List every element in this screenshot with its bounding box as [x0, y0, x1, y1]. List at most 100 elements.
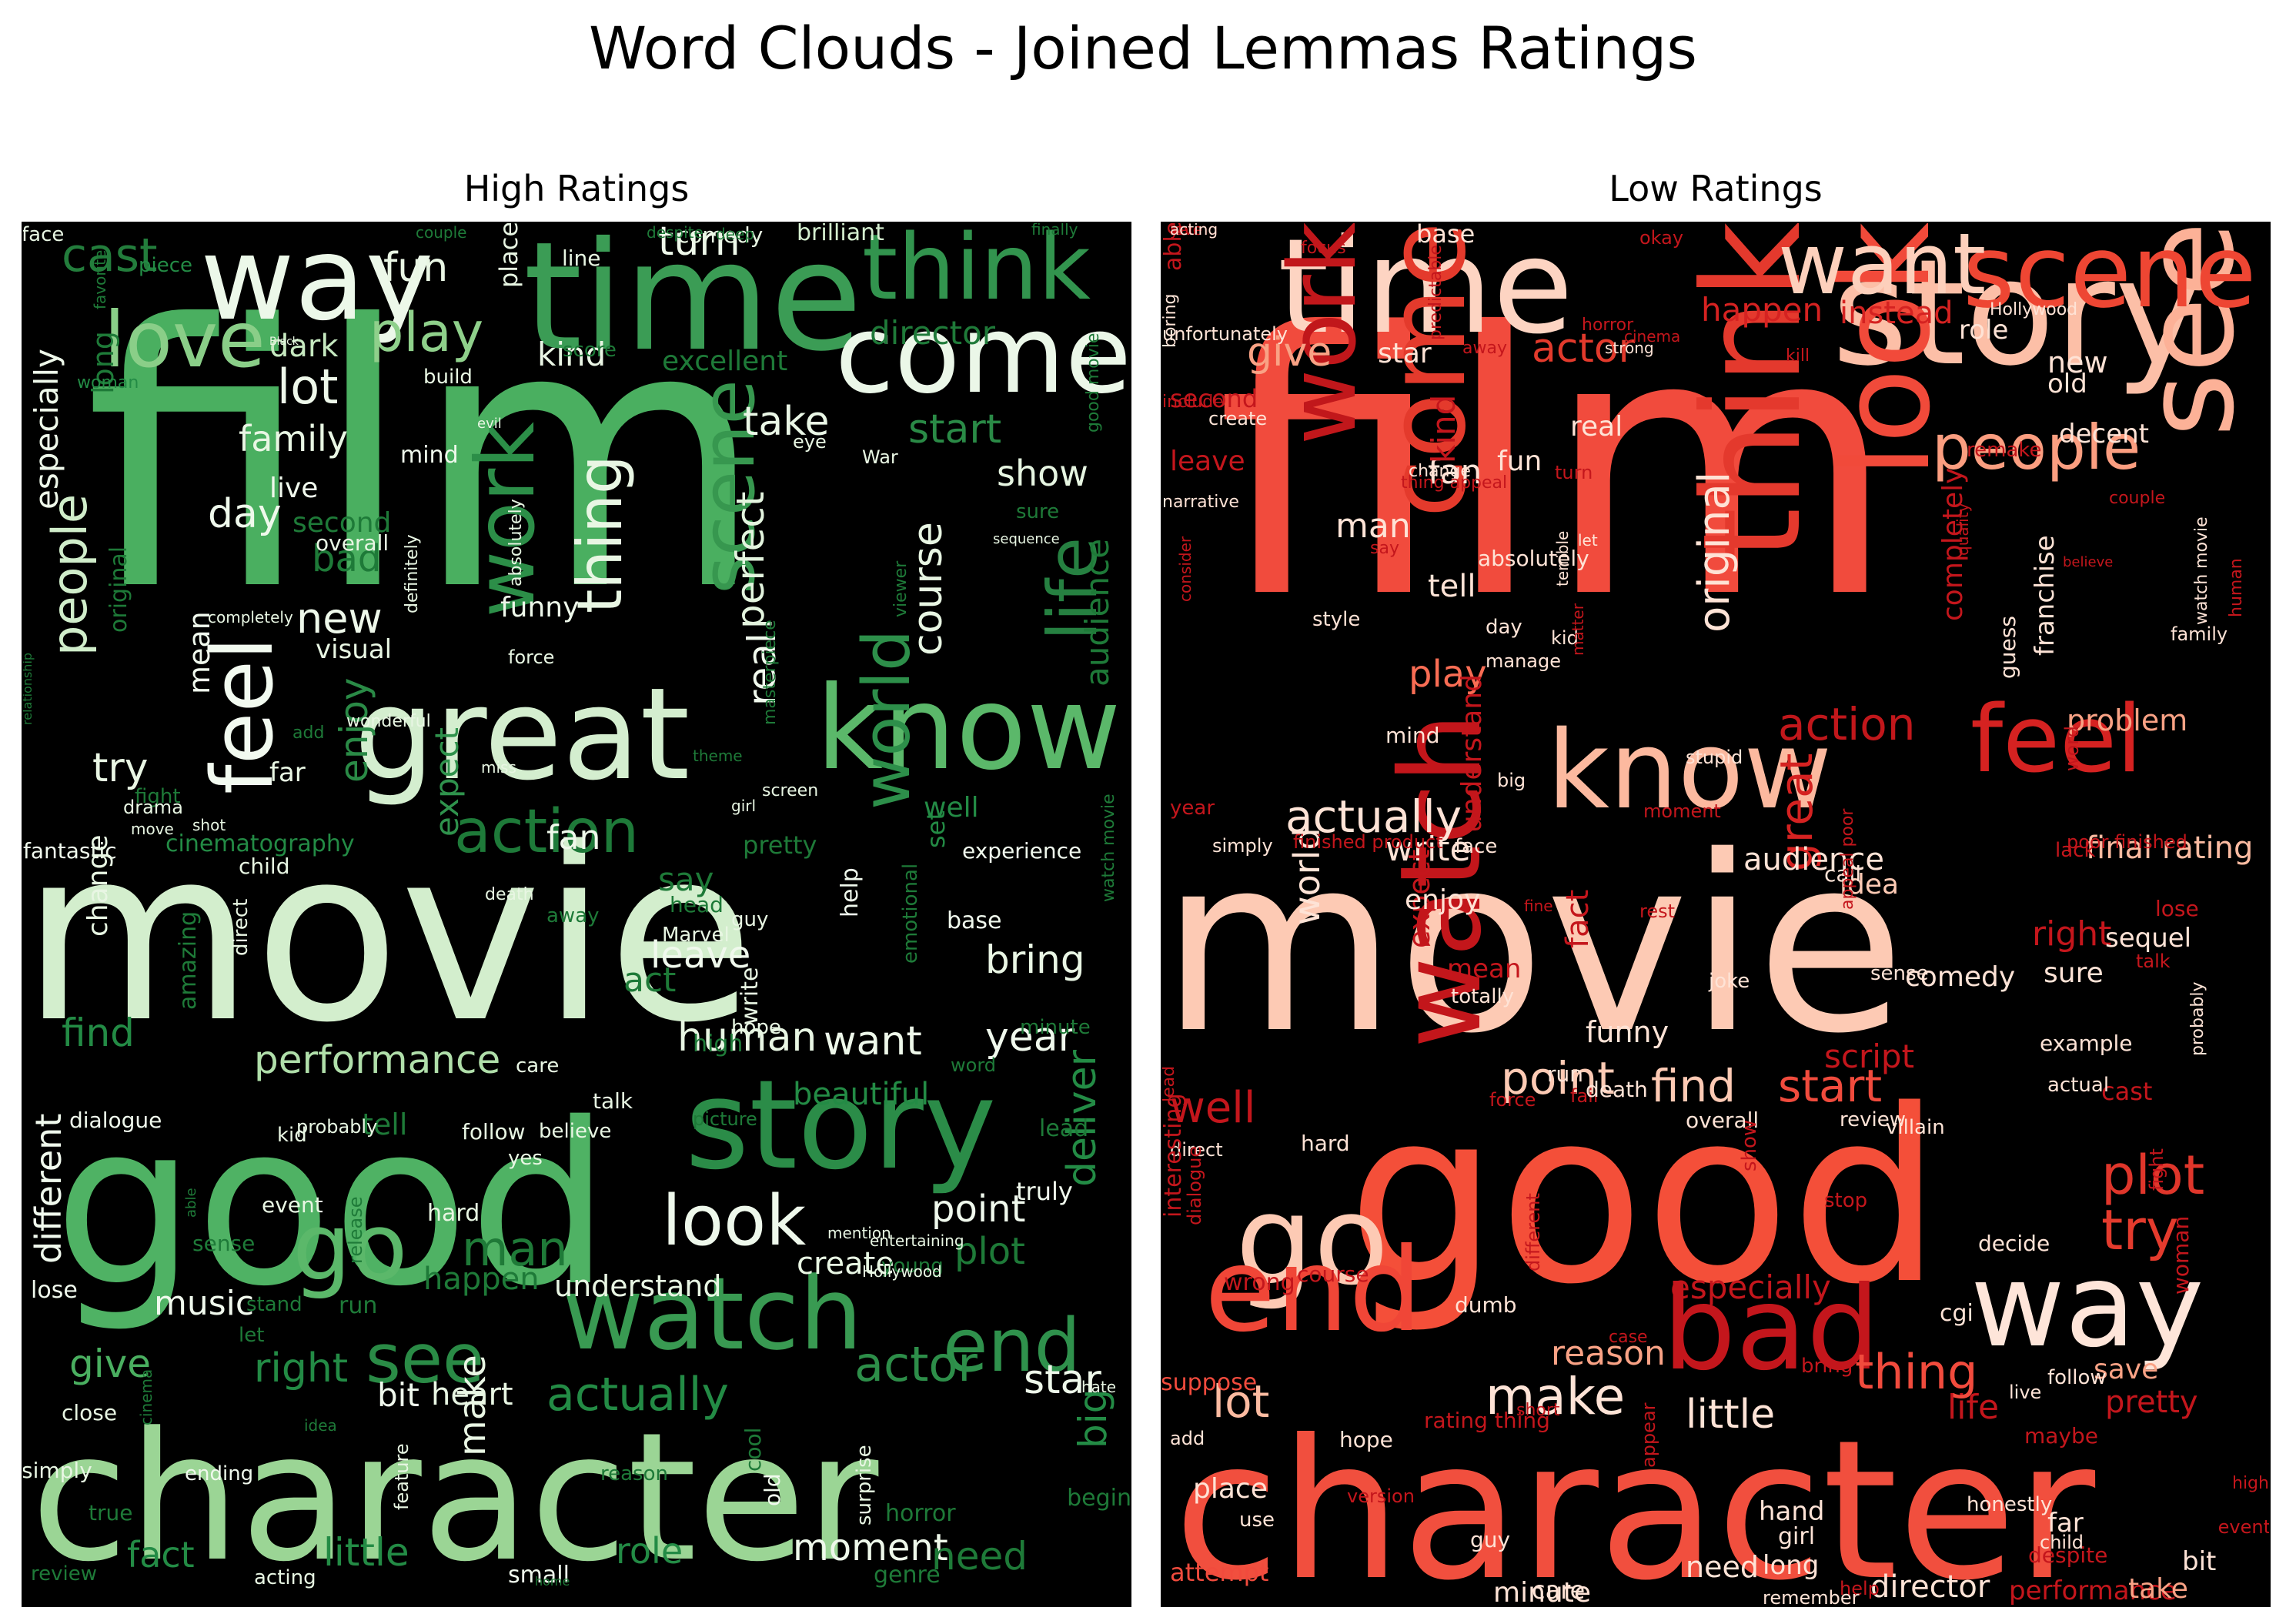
- word-high-bad: bad: [312, 537, 382, 580]
- word-low-attempt: attempt: [1170, 1558, 1269, 1587]
- word-low-real: real: [1570, 411, 1623, 443]
- word-low-day: day: [1486, 616, 1522, 639]
- word-high-fun: fun: [383, 245, 449, 291]
- word-high-favorite: favorite: [91, 249, 109, 309]
- word-low-set: set: [1170, 222, 1194, 239]
- word-high-time: time: [523, 222, 863, 384]
- word-high-begin: begin: [1067, 1485, 1131, 1512]
- word-low-quality: quality: [1953, 503, 1972, 556]
- word-high-leave: leave: [650, 934, 751, 977]
- word-low-rest: rest: [1639, 901, 1676, 922]
- word-high-piece: piece: [139, 254, 193, 277]
- word-high-find: find: [62, 1011, 135, 1055]
- word-low-lot: lot: [1212, 1375, 1270, 1428]
- word-low-maybe: maybe: [2024, 1423, 2099, 1449]
- word-high-music: music: [154, 1284, 255, 1323]
- word-low-use: use: [1239, 1509, 1275, 1532]
- word-low-honestly: honestly: [1967, 1493, 2053, 1516]
- word-low-need: need: [1686, 1550, 1759, 1584]
- word-low-word: word: [2061, 726, 2083, 771]
- word-high-far: far: [269, 757, 306, 788]
- word-high-love: love: [104, 295, 266, 385]
- word-high-help: help: [837, 867, 864, 917]
- word-high-base: base: [947, 907, 1002, 934]
- word-low-take: take: [2128, 1573, 2188, 1605]
- word-low-believe: believe: [2063, 554, 2114, 570]
- word-low-overall: overall: [1686, 1108, 1760, 1133]
- word-high-audience: audience: [1078, 538, 1116, 687]
- subtitle-low-ratings: Low Ratings: [1609, 168, 1823, 209]
- word-high-viewer: viewer: [891, 560, 911, 617]
- word-low-stop: stop: [1824, 1189, 1868, 1212]
- word-high-great: great: [354, 660, 690, 808]
- word-high-close: close: [62, 1400, 118, 1425]
- word-high-deep: deep: [716, 225, 754, 243]
- word-high-let: let: [239, 1324, 265, 1347]
- word-low-try: try: [2101, 1198, 2179, 1262]
- word-low-woman: woman: [2168, 1215, 2194, 1295]
- word-high-relationship: relationship: [22, 652, 35, 725]
- word-high-know: know: [816, 662, 1121, 796]
- word-high-good: good: [54, 1076, 611, 1335]
- word-low-joke: joke: [1709, 970, 1750, 993]
- word-low-decide: decide: [1978, 1231, 2050, 1256]
- word-low-mind: mind: [1385, 723, 1440, 748]
- word-low-plot: plot: [2101, 1144, 2205, 1207]
- word-high-point: point: [931, 1188, 1026, 1231]
- word-low-fail: fail: [1570, 1085, 1599, 1107]
- word-low-dialogue: dialogue: [1184, 1145, 1205, 1225]
- word-low-fan: fan: [1428, 453, 1482, 492]
- word-low-end: end: [1205, 1224, 1422, 1358]
- word-high-role: role: [616, 1530, 683, 1572]
- word-high-director: director: [870, 314, 996, 352]
- word-low-cast: cast: [2101, 1077, 2153, 1106]
- word-high-mind: mind: [400, 442, 459, 469]
- word-high-lot: lot: [277, 359, 339, 415]
- word-low-remake: remake: [1967, 439, 2042, 462]
- word-low-talk: talk: [2136, 951, 2171, 972]
- word-cloud-low-ratings: film movie good character time story think look…: [1161, 222, 2271, 1607]
- word-high-shot: shot: [192, 816, 226, 834]
- word-low-example: example: [2040, 1031, 2133, 1056]
- word-low-fight: fight: [2146, 1148, 2167, 1191]
- word-low-bad: bad: [1663, 1262, 1880, 1396]
- word-high-head: head: [670, 892, 724, 917]
- word-low-say: say: [1370, 539, 1399, 558]
- word-low-actor: actor: [1532, 326, 1636, 372]
- word-low-call: call: [1824, 861, 1862, 887]
- word-low-play: play: [1409, 653, 1487, 696]
- word-high-original: original: [105, 546, 132, 633]
- word-low-stupid: stupid: [1686, 747, 1743, 768]
- word-low-matter: matter: [1569, 603, 1587, 656]
- word-low-acting: acting: [1170, 222, 1218, 239]
- word-high-try: try: [92, 745, 149, 791]
- word-high-true: true: [89, 1500, 133, 1525]
- word-low-young: young: [1170, 222, 1218, 239]
- word-high-surprise: surprise: [853, 1445, 876, 1525]
- word-low-movie: movie: [1161, 805, 1906, 1087]
- word-high-sense: sense: [192, 1231, 256, 1256]
- word-low-right: right: [2032, 914, 2112, 954]
- word-low-horror: horror: [1582, 316, 1634, 335]
- word-low-want: want: [1778, 222, 1987, 313]
- word-high-high: high: [693, 1031, 744, 1058]
- word-low-turn: turn: [1555, 462, 1593, 483]
- word-high-thing: thing: [564, 455, 636, 613]
- word-low-include: include: [1162, 393, 1224, 412]
- word-low-little: little: [1686, 1392, 1776, 1438]
- word-low-kid: kid: [1551, 627, 1579, 649]
- word-low-life: life: [1947, 1388, 2000, 1427]
- word-low-man: man: [1335, 506, 1411, 546]
- word-high-create: create: [797, 1246, 894, 1281]
- word-low-funny: funny: [1586, 1015, 1669, 1049]
- word-low-love: love: [1170, 222, 1202, 239]
- word-low-version: version: [1347, 1485, 1415, 1507]
- word-low-far: far: [2047, 1508, 2084, 1539]
- word-high-pretty: pretty: [743, 830, 817, 860]
- word-low-course: course: [1297, 1261, 1369, 1287]
- word-low-suppose: suppose: [1161, 1369, 1258, 1396]
- word-high-movie: movie: [22, 797, 754, 1075]
- word-high-film: film: [85, 249, 766, 670]
- word-high-course: course: [905, 522, 951, 656]
- word-high-emotional: emotional: [899, 863, 922, 964]
